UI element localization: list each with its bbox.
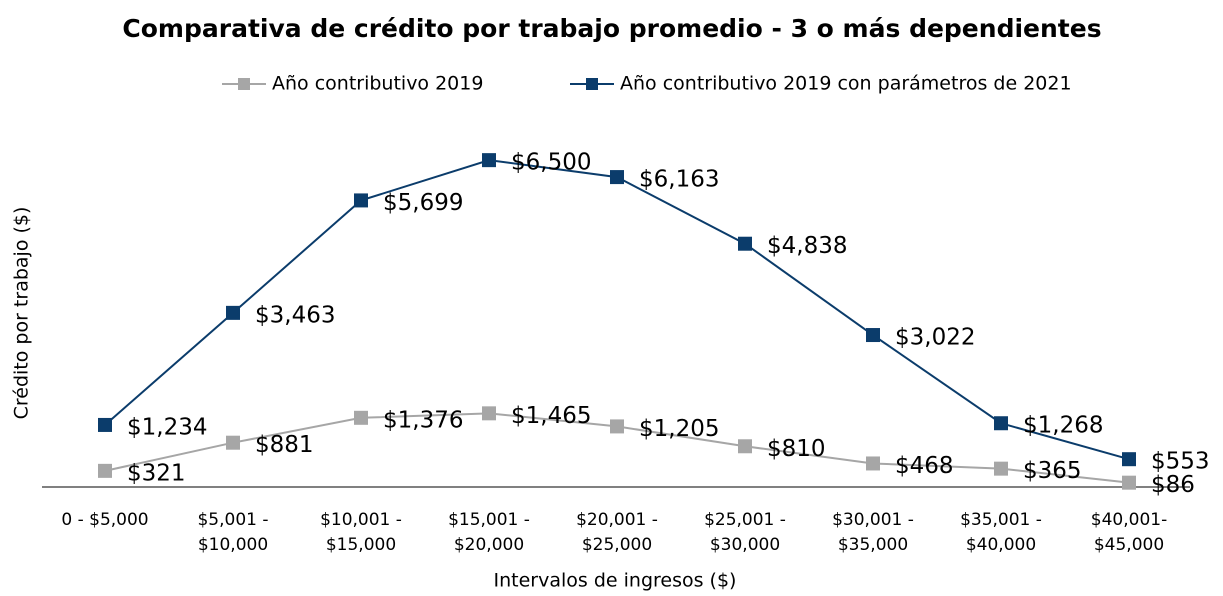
data-label: $4,838 <box>767 233 847 259</box>
data-point <box>98 417 112 432</box>
data-label: $6,163 <box>639 167 719 193</box>
x-tick-label: $35,000 <box>838 535 908 555</box>
x-tick-label: $5,001 - <box>197 510 268 530</box>
data-point <box>354 410 368 425</box>
x-tick-label: $25,000 <box>582 535 652 555</box>
legend-marker <box>238 78 250 90</box>
data-point <box>738 439 752 454</box>
data-point <box>1122 475 1136 490</box>
data-point <box>226 305 240 320</box>
data-point <box>610 170 624 185</box>
y-axis-label: Crédito por trabajo ($) <box>11 207 33 420</box>
x-tick-label: $30,000 <box>710 535 780 555</box>
data-point <box>866 456 880 471</box>
data-label: $468 <box>895 453 954 479</box>
x-tick-label: $30,001 - <box>832 510 914 530</box>
data-point <box>482 153 496 168</box>
data-label: $3,022 <box>895 325 975 351</box>
data-label: $365 <box>1023 458 1082 484</box>
x-tick-label: $40,000 <box>966 535 1036 555</box>
data-point <box>610 419 624 434</box>
data-point <box>994 416 1008 431</box>
x-tick-label: $45,000 <box>1094 535 1164 555</box>
data-label: $810 <box>767 436 826 462</box>
data-label: $553 <box>1151 449 1210 475</box>
x-tick-label: $10,000 <box>198 535 268 555</box>
data-point <box>354 193 368 208</box>
x-tick-label: $35,001 - <box>960 510 1042 530</box>
x-tick-label: $10,001 - <box>320 510 402 530</box>
data-label: $881 <box>255 432 314 458</box>
data-label: $1,268 <box>1023 413 1103 439</box>
x-tick-label: $40,001- <box>1091 510 1167 530</box>
data-label: $321 <box>127 460 186 486</box>
x-axis-label: Intervalos de ingresos ($) <box>494 570 737 592</box>
x-tick-label: $25,001 - <box>704 510 786 530</box>
x-tick-label: 0 - $5,000 <box>61 510 148 530</box>
data-label: $1,376 <box>383 407 463 433</box>
data-label: $3,463 <box>255 302 335 328</box>
data-label: $1,234 <box>127 414 207 440</box>
legend-label: Año contributivo 2019 con parámetros de … <box>620 73 1072 95</box>
legend-marker <box>586 78 598 90</box>
x-tick-label: $20,001 - <box>576 510 658 530</box>
data-point <box>738 236 752 251</box>
data-label: $1,465 <box>511 403 591 429</box>
data-label: $6,500 <box>511 150 591 176</box>
chart-title: Comparativa de crédito por trabajo prome… <box>122 14 1101 43</box>
x-tick-label: $15,001 - <box>448 510 530 530</box>
data-label: $1,205 <box>639 416 719 442</box>
legend-label: Año contributivo 2019 <box>272 73 483 95</box>
data-point <box>226 435 240 450</box>
data-point <box>98 463 112 478</box>
x-tick-label: $15,000 <box>326 535 396 555</box>
data-point <box>994 461 1008 476</box>
data-point <box>866 328 880 343</box>
data-point <box>1122 452 1136 467</box>
data-point <box>482 406 496 421</box>
data-label: $5,699 <box>383 190 463 216</box>
x-tick-label: $20,000 <box>454 535 524 555</box>
data-label: $86 <box>1151 472 1195 498</box>
